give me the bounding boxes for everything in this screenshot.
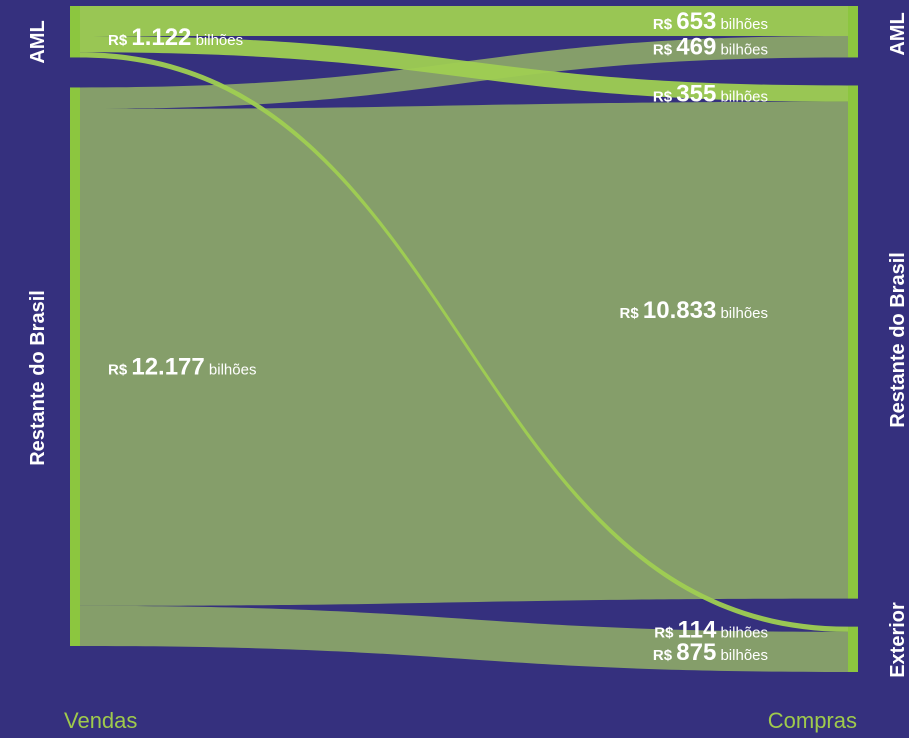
flow-value-label-rb_v-to-rb_c: R$ 10.833 bilhões <box>620 297 768 324</box>
bar-left-rb_v <box>70 87 80 647</box>
left-node-label-restante: Restante do Brasil <box>27 290 49 466</box>
flow-aml_v-to-ext_c <box>80 52 848 632</box>
total-value-label-rb_v: R$ 12.177 bilhões <box>108 354 256 381</box>
x-label-left: Vendas <box>64 708 137 733</box>
flow-rb_v-to-rb_c <box>80 101 848 606</box>
bar-left-aml_v <box>70 6 80 58</box>
flow-rb_v-to-ext_c <box>80 605 848 672</box>
right-node-label-restante: Restante do Brasil <box>887 252 909 428</box>
bar-right-aml_c <box>848 6 858 58</box>
x-label-right: Compras <box>768 708 857 733</box>
bars-group <box>70 6 858 672</box>
total-value-label-aml_v: R$ 1.122 bilhões <box>108 24 243 51</box>
flow-value-label-rb_v-to-ext_c: R$ 875 bilhões <box>653 639 768 666</box>
flow-value-label-aml_v-to-rb_c: R$ 355 bilhões <box>653 81 768 108</box>
flow-value-label-aml_v-to-ext_c: R$ 114 bilhões <box>654 616 768 643</box>
right-node-label-aml: AML <box>887 12 909 55</box>
flow-aml_v-to-rb_c <box>80 35 848 102</box>
flows-group <box>80 6 848 672</box>
flow-value-label-rb_v-to-aml_c: R$ 469 bilhões <box>653 34 768 61</box>
labels-group: R$ 653 bilhões R$ 355 bilhões R$ 114 bilhõ… <box>108 8 768 666</box>
bar-right-rb_c <box>848 85 858 599</box>
flow-aml_v-to-aml_c <box>80 6 848 36</box>
right-node-label-exterior: Exterior <box>887 602 909 678</box>
flow-value-label-aml_v-to-aml_c: R$ 653 bilhões <box>653 8 768 35</box>
bar-right-ext_c <box>848 626 858 672</box>
left-node-label-aml: AML <box>27 20 49 63</box>
